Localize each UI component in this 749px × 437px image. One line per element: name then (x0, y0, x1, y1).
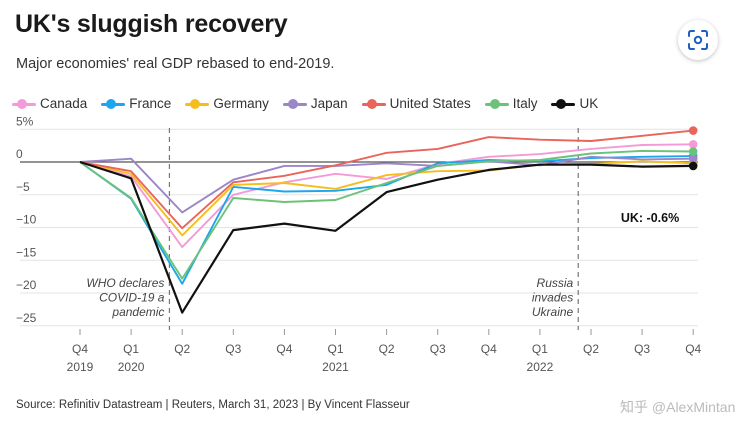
series-end-dot (688, 154, 698, 164)
x-tick-label: Q2 (379, 342, 395, 356)
uk-end-label: UK: -0.6% (621, 211, 679, 225)
chart-legend: Canada France Germany Japan United States Ita… (12, 96, 612, 111)
x-tick-label: Q3 (634, 342, 650, 356)
event-annotation-text: Ukraine (532, 305, 574, 319)
series-line (79, 160, 694, 237)
lens-scan-button[interactable] (678, 20, 718, 60)
series-end-dot (688, 147, 698, 156)
y-tick-label: −10 (16, 213, 37, 227)
event-annotation-text: WHO declares (86, 276, 164, 290)
series-end-dot (688, 126, 698, 135)
legend-swatch (361, 98, 386, 109)
legend-item: France (101, 96, 171, 111)
legend-swatch (484, 98, 509, 109)
watermark: 知乎 @AlexMintan (620, 399, 736, 415)
legend-swatch (282, 98, 307, 109)
x-tick-label: Q2 (583, 342, 599, 356)
legend-swatch (551, 98, 576, 109)
event-annotation-text: COVID-19 a (99, 291, 165, 305)
y-tick-label: −15 (16, 245, 37, 259)
legend-item: Japan (282, 96, 348, 111)
series-line (79, 155, 694, 214)
legend-item: Italy (484, 96, 538, 111)
x-tick-label: Q4 (481, 342, 497, 356)
legend-label: France (129, 96, 172, 111)
legend-item: Germany (185, 96, 269, 111)
legend-label: Italy (512, 96, 538, 111)
x-tick-label: Q4 (685, 342, 701, 356)
x-tick-label: Q2 (174, 342, 190, 356)
legend-label: Japan (310, 96, 348, 111)
x-tick-year: 2019 (67, 360, 94, 374)
event-annotation-text: invades (532, 291, 573, 305)
x-tick-label: Q4 (276, 342, 292, 356)
event-annotation-text: Russia (537, 276, 574, 290)
x-tick-label: Q1 (327, 342, 343, 356)
x-tick-label: Q3 (225, 342, 241, 356)
legend-label: Germany (213, 96, 269, 111)
y-tick-label: −25 (16, 311, 37, 325)
x-tick-label: Q4 (72, 342, 88, 356)
x-tick-year: 2021 (322, 360, 349, 374)
legend-swatch (185, 98, 210, 109)
x-tick-label: Q1 (123, 342, 139, 356)
series-line (79, 129, 694, 230)
y-tick-label: −20 (16, 278, 37, 292)
x-tick-year: 2020 (118, 360, 145, 374)
chart-subtitle: Major economies' real GDP rebased to end… (16, 56, 335, 72)
legend-item: United States (361, 96, 471, 111)
lens-scan-icon (688, 30, 708, 50)
chart-title: UK's sluggish recovery (15, 10, 288, 38)
y-tick-label: 0 (16, 147, 23, 161)
legend-swatch (12, 98, 36, 109)
legend-label: UK (579, 96, 599, 111)
x-tick-year: 2022 (527, 360, 554, 374)
series-line (79, 155, 694, 285)
y-tick-label: −5 (16, 180, 30, 194)
legend-label: Canada (40, 96, 88, 111)
series-end-dot (688, 140, 698, 149)
series-line (79, 160, 694, 314)
y-tick-label: 5% (16, 114, 34, 128)
legend-item: UK (551, 96, 598, 111)
series-line (79, 149, 694, 280)
series-line (79, 143, 694, 249)
legend-item: Canada (12, 96, 87, 111)
series-end-dot (688, 161, 698, 171)
source-note: Source: Refinitiv Datastream | Reuters, … (16, 399, 410, 411)
x-tick-label: Q1 (532, 342, 548, 356)
legend-swatch (101, 98, 126, 109)
legend-label: United States (389, 96, 471, 111)
event-annotation-text: pandemic (111, 305, 164, 319)
x-tick-label: Q3 (430, 342, 446, 356)
